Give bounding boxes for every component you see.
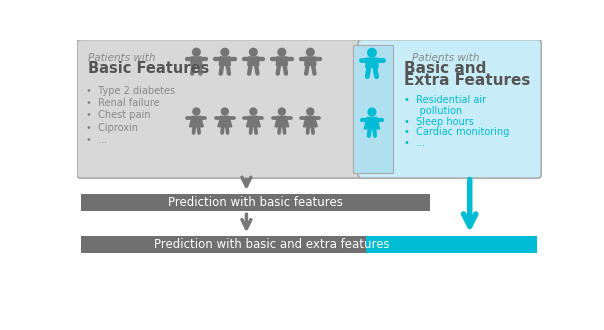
Circle shape <box>193 48 200 56</box>
Polygon shape <box>246 116 260 127</box>
Circle shape <box>193 108 200 115</box>
Text: •  Ciproxin: • Ciproxin <box>86 123 138 133</box>
Polygon shape <box>366 58 378 67</box>
Text: •  Chest pain: • Chest pain <box>86 111 151 120</box>
Text: Patients with: Patients with <box>88 53 155 63</box>
Polygon shape <box>275 116 289 127</box>
Polygon shape <box>190 116 204 127</box>
Polygon shape <box>303 116 317 127</box>
Circle shape <box>307 108 314 115</box>
Polygon shape <box>191 57 202 65</box>
Polygon shape <box>364 117 380 129</box>
FancyBboxPatch shape <box>366 236 538 253</box>
Circle shape <box>221 48 229 56</box>
Polygon shape <box>305 57 316 65</box>
Text: Prediction with basic and extra features: Prediction with basic and extra features <box>154 238 390 251</box>
Text: •  Sleep hours: • Sleep hours <box>404 116 474 127</box>
Circle shape <box>368 49 376 57</box>
FancyBboxPatch shape <box>81 236 366 253</box>
Text: •  Type 2 diabetes: • Type 2 diabetes <box>86 86 175 96</box>
FancyBboxPatch shape <box>81 194 429 211</box>
Polygon shape <box>219 57 230 65</box>
Text: •  Cardiac monitoring: • Cardiac monitoring <box>404 127 510 137</box>
Text: Patients with: Patients with <box>412 53 480 63</box>
Text: Extra Features: Extra Features <box>404 74 531 88</box>
Polygon shape <box>276 57 288 65</box>
Circle shape <box>368 108 376 116</box>
Circle shape <box>222 108 228 115</box>
Text: Prediction with basic features: Prediction with basic features <box>168 196 342 209</box>
Polygon shape <box>248 57 259 65</box>
Text: pollution: pollution <box>404 106 463 116</box>
Text: Basic Features: Basic Features <box>88 61 209 76</box>
Text: •  ...: • ... <box>86 135 108 145</box>
Circle shape <box>278 108 285 115</box>
Text: Basic and: Basic and <box>404 61 487 76</box>
Circle shape <box>250 108 257 115</box>
Text: •  Residential air: • Residential air <box>404 95 486 105</box>
Circle shape <box>278 48 286 56</box>
Circle shape <box>306 48 314 56</box>
Text: •  Renal failure: • Renal failure <box>86 98 160 108</box>
FancyBboxPatch shape <box>353 45 393 173</box>
FancyBboxPatch shape <box>77 40 385 178</box>
Circle shape <box>249 48 257 56</box>
FancyBboxPatch shape <box>358 40 541 178</box>
Polygon shape <box>218 116 232 127</box>
Text: •  ...: • ... <box>404 138 425 148</box>
